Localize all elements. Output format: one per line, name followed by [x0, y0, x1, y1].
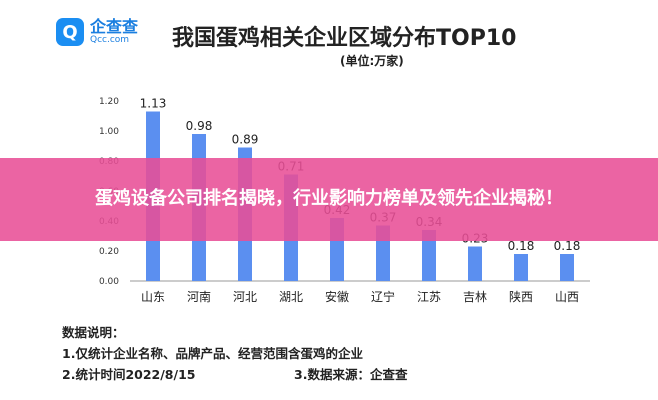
bar-value-label: 0.18 — [554, 239, 581, 253]
notes-item-1: 1.仅统计企业名称、品牌产品、经营范围含蛋鸡的企业 — [62, 346, 363, 361]
bar — [422, 230, 436, 281]
bar — [560, 254, 574, 281]
x-tick-label: 河南 — [187, 289, 211, 304]
x-tick-label: 吉林 — [463, 290, 487, 304]
bar-value-label: 0.89 — [232, 133, 259, 147]
y-tick-label: 1.20 — [99, 97, 119, 107]
bar — [468, 246, 482, 281]
data-notes: 数据说明： 1.仅统计企业名称、品牌产品、经营范围含蛋鸡的企业 2.统计时间20… — [62, 322, 407, 385]
x-tick-label: 陕西 — [509, 289, 533, 304]
notes-item-2: 2.统计时间2022/8/15 — [62, 367, 196, 382]
bar-value-label: 0.98 — [186, 119, 213, 133]
qcc-logo: Q 企查查 Qcc.com — [56, 18, 138, 46]
qcc-logo-icon: Q — [56, 18, 84, 46]
chart-title: 我国蛋鸡相关企业区域分布TOP10 — [172, 26, 517, 51]
headline-text: 蛋鸡设备公司排名揭晓，行业影响力榜单及领先企业揭秘！ — [95, 188, 563, 210]
logo-name: 企查查 — [90, 16, 139, 36]
logo-domain: Qcc.com — [90, 34, 130, 45]
notes-item-3: 3.数据来源：企查查 — [294, 367, 408, 382]
x-tick-label: 辽宁 — [371, 289, 395, 304]
y-tick-label: 1.00 — [99, 127, 119, 137]
y-tick-label: 0.20 — [99, 247, 119, 257]
x-tick-label: 山西 — [555, 290, 579, 304]
x-tick-label: 河北 — [233, 290, 257, 304]
x-tick-label: 安徽 — [325, 289, 349, 304]
bar-value-label: 1.13 — [140, 97, 167, 111]
chart-unit: (单位:万家) — [340, 54, 404, 68]
headline-banner: 蛋鸡设备公司排名揭晓，行业影响力榜单及领先企业揭秘！ — [0, 158, 658, 241]
x-tick-label: 湖北 — [279, 289, 303, 304]
notes-heading: 数据说明： — [62, 325, 125, 340]
bar-value-label: 0.18 — [508, 239, 535, 253]
x-tick-label: 江苏 — [417, 290, 441, 304]
bar — [514, 254, 528, 281]
y-tick-label: 0.00 — [99, 277, 119, 287]
x-tick-label: 山东 — [141, 290, 165, 304]
